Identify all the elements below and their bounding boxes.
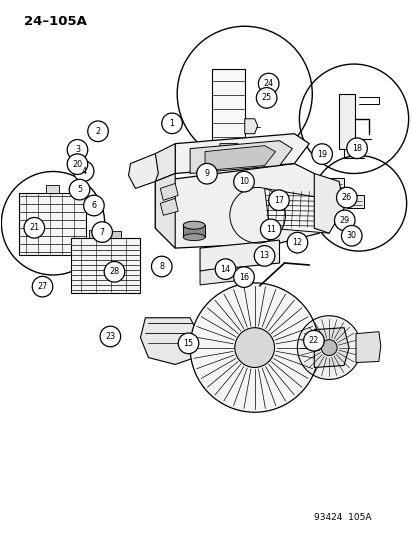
Text: 18: 18 — [351, 144, 361, 153]
Circle shape — [73, 161, 94, 181]
Polygon shape — [71, 238, 140, 293]
Polygon shape — [244, 119, 257, 134]
Text: 29: 29 — [339, 216, 349, 225]
Circle shape — [215, 259, 235, 279]
Polygon shape — [46, 185, 59, 193]
Text: 17: 17 — [273, 196, 283, 205]
Text: 3: 3 — [75, 146, 80, 155]
Polygon shape — [219, 144, 237, 158]
Polygon shape — [155, 144, 175, 181]
Circle shape — [151, 256, 172, 277]
Polygon shape — [140, 318, 199, 365]
Circle shape — [336, 187, 356, 208]
Text: 24: 24 — [263, 79, 273, 88]
Ellipse shape — [183, 233, 204, 240]
Text: 27: 27 — [37, 282, 47, 291]
Circle shape — [297, 316, 360, 379]
Circle shape — [341, 225, 361, 246]
Text: 6: 6 — [91, 201, 96, 210]
Circle shape — [234, 328, 274, 367]
Text: 12: 12 — [292, 238, 302, 247]
Circle shape — [320, 340, 336, 356]
Circle shape — [196, 164, 217, 184]
Text: 4: 4 — [81, 166, 86, 175]
Circle shape — [24, 217, 45, 238]
Polygon shape — [155, 164, 328, 248]
Text: 24–105A: 24–105A — [24, 14, 87, 28]
Circle shape — [161, 113, 182, 134]
Circle shape — [190, 283, 318, 412]
Polygon shape — [204, 146, 275, 171]
Text: 15: 15 — [183, 339, 193, 348]
Ellipse shape — [183, 221, 204, 229]
Text: 13: 13 — [259, 252, 269, 261]
Text: 93424  105A: 93424 105A — [313, 513, 370, 522]
Text: 21: 21 — [29, 223, 39, 232]
Text: 1: 1 — [169, 119, 174, 128]
Text: 28: 28 — [109, 268, 119, 276]
Text: 9: 9 — [204, 169, 209, 178]
Circle shape — [178, 333, 198, 354]
Circle shape — [67, 140, 88, 160]
Polygon shape — [346, 196, 363, 208]
Circle shape — [88, 121, 108, 142]
Text: 30: 30 — [346, 231, 356, 240]
Text: 2: 2 — [95, 127, 100, 136]
Circle shape — [67, 154, 88, 174]
Polygon shape — [264, 188, 328, 233]
Text: 10: 10 — [238, 177, 248, 186]
Circle shape — [83, 195, 104, 216]
Polygon shape — [211, 69, 244, 144]
Circle shape — [311, 144, 332, 164]
Circle shape — [233, 172, 254, 192]
Circle shape — [233, 267, 254, 287]
Circle shape — [287, 232, 307, 253]
Polygon shape — [88, 230, 100, 238]
Text: 11: 11 — [265, 225, 275, 234]
Text: 26: 26 — [341, 193, 351, 202]
Polygon shape — [183, 225, 204, 237]
Polygon shape — [328, 179, 343, 193]
Polygon shape — [199, 240, 279, 271]
Circle shape — [303, 330, 323, 351]
Circle shape — [346, 138, 366, 158]
Text: 20: 20 — [72, 160, 82, 168]
Circle shape — [69, 179, 90, 200]
Polygon shape — [160, 198, 178, 215]
Circle shape — [258, 73, 278, 94]
Text: 22: 22 — [308, 336, 318, 345]
Polygon shape — [355, 332, 380, 362]
Polygon shape — [313, 328, 348, 367]
Polygon shape — [128, 154, 158, 188]
Circle shape — [334, 210, 354, 231]
Circle shape — [100, 326, 120, 347]
Polygon shape — [313, 173, 343, 233]
Polygon shape — [19, 193, 85, 255]
Polygon shape — [175, 134, 309, 173]
Text: 16: 16 — [238, 272, 248, 281]
Polygon shape — [338, 94, 354, 149]
Polygon shape — [160, 183, 178, 200]
Text: 19: 19 — [316, 150, 326, 159]
Circle shape — [32, 276, 53, 297]
Text: 23: 23 — [105, 332, 115, 341]
Circle shape — [92, 222, 112, 243]
Circle shape — [268, 190, 289, 211]
Text: 5: 5 — [77, 185, 82, 194]
Circle shape — [104, 262, 124, 282]
Polygon shape — [155, 173, 175, 248]
Text: 8: 8 — [159, 262, 164, 271]
Text: 14: 14 — [220, 265, 230, 273]
Circle shape — [260, 219, 280, 240]
Text: 7: 7 — [100, 228, 104, 237]
Text: 25: 25 — [261, 93, 271, 102]
Polygon shape — [199, 266, 234, 285]
Polygon shape — [105, 231, 120, 238]
Circle shape — [254, 246, 274, 266]
Circle shape — [256, 87, 276, 108]
Polygon shape — [190, 141, 292, 173]
